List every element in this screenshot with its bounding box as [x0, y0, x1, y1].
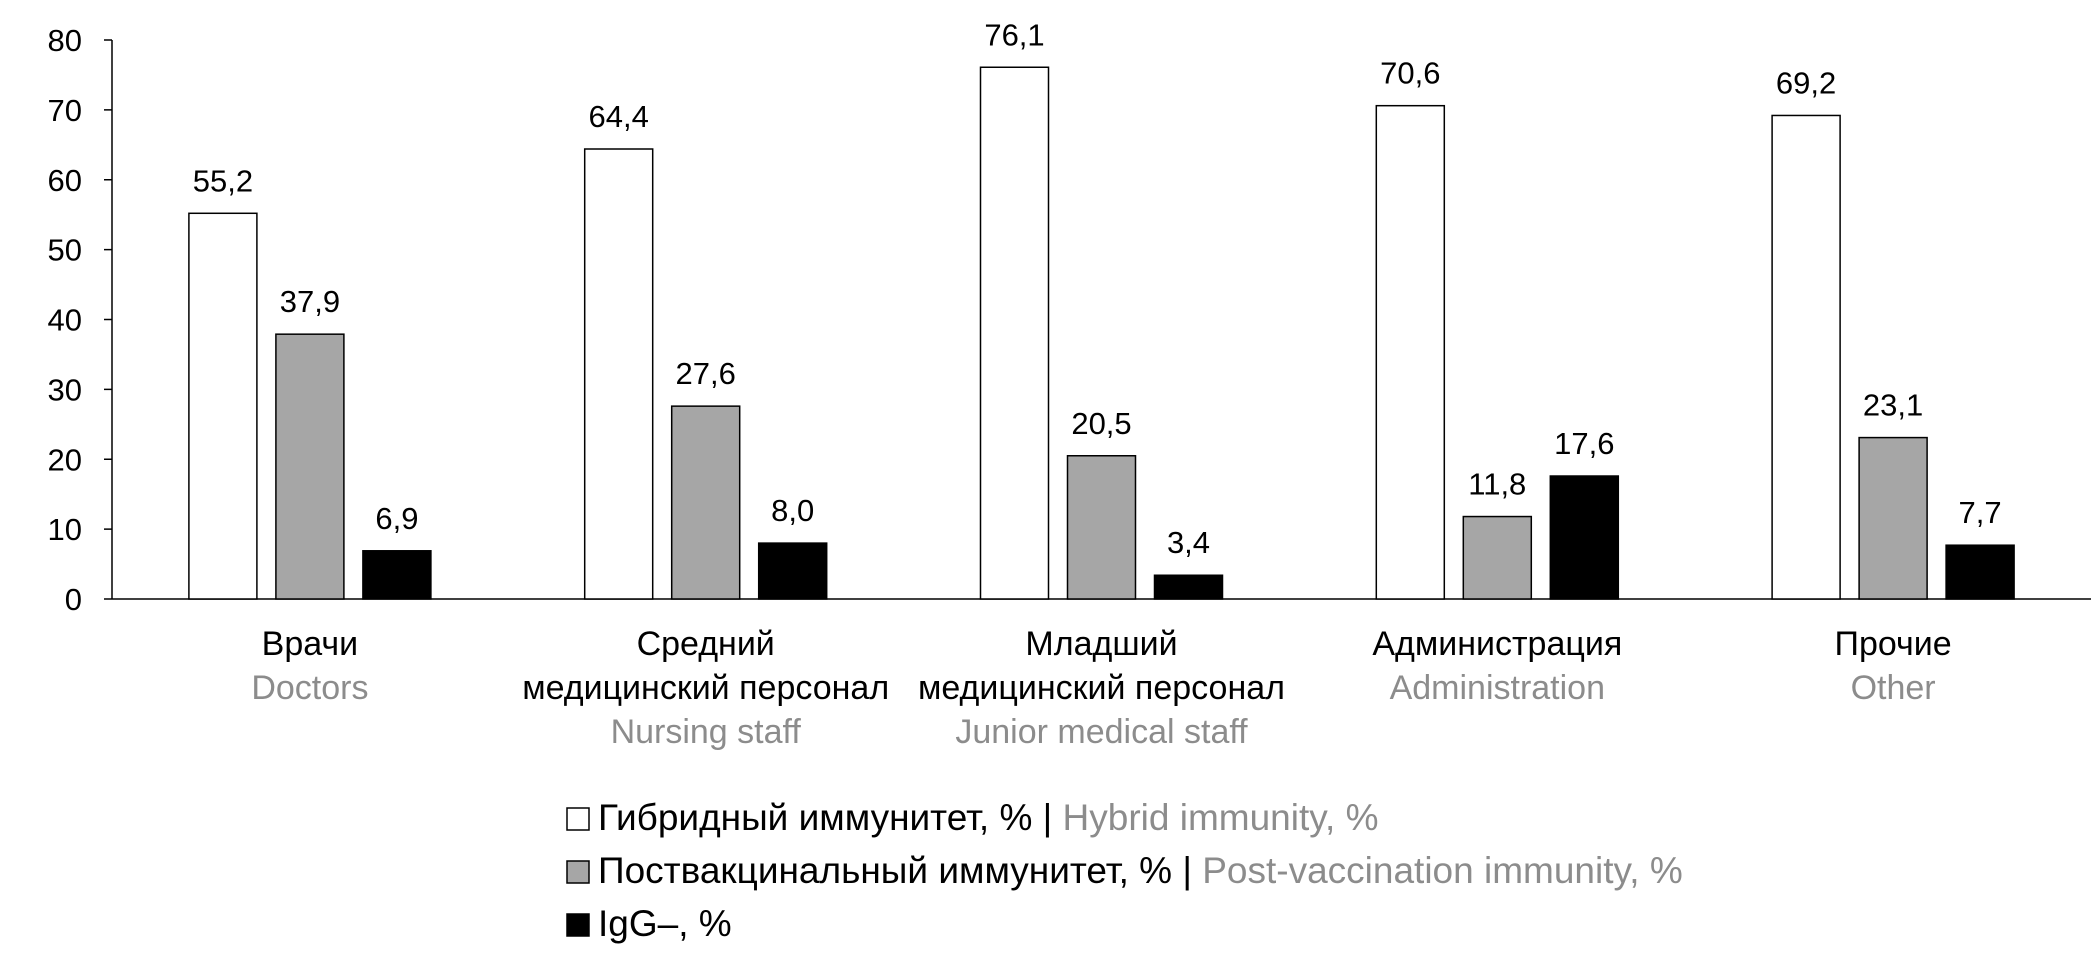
legend-separator: | [1172, 850, 1202, 891]
category-label-en: Administration [1390, 669, 1605, 707]
bar [1945, 544, 2015, 600]
data-label: 20,5 [1071, 406, 1131, 441]
category-label: Младший [1025, 625, 1177, 663]
data-label: 55,2 [193, 163, 253, 198]
data-label: 6,9 [375, 501, 418, 536]
bar [362, 550, 432, 600]
legend-swatch [566, 807, 590, 831]
data-label: 76,1 [984, 17, 1044, 52]
data-label: 17,6 [1554, 426, 1614, 461]
data-label: 64,4 [589, 99, 649, 134]
data-label: 11,8 [1468, 467, 1526, 502]
bar [583, 148, 654, 600]
data-label: 23,1 [1863, 388, 1923, 423]
bar [1858, 436, 1928, 600]
y-tick-label: 20 [48, 442, 82, 477]
data-label: 7,7 [1959, 495, 2002, 530]
y-tick-label: 50 [48, 233, 82, 268]
bar [670, 405, 741, 600]
bar [1462, 515, 1533, 600]
legend-separator: | [1032, 797, 1062, 838]
bar [979, 66, 1050, 600]
bar [1375, 104, 1446, 600]
bar [757, 542, 828, 600]
axis-layer: 0 10 20 30 40 50 60 70 80 [48, 23, 2091, 617]
legend-entry: Гибридный иммунитет, % | Hybrid immunity… [598, 797, 1378, 838]
category-label-en: Doctors [251, 669, 368, 707]
y-tick-label: 70 [48, 93, 82, 128]
legend-name: Поствакцинальный иммунитет, % [598, 850, 1172, 891]
data-label: 69,2 [1776, 65, 1836, 100]
legend-swatch [566, 913, 590, 937]
legend-name-en: Hybrid immunity, % [1063, 797, 1379, 838]
bar [1153, 574, 1224, 600]
data-label: 8,0 [771, 493, 814, 528]
bar [188, 212, 258, 600]
data-label: 70,6 [1380, 56, 1440, 91]
bar [1066, 455, 1137, 600]
legend-name: Гибридный иммунитет, % [598, 797, 1032, 838]
y-tick-label: 0 [65, 582, 82, 617]
legend: Гибридный иммунитет, % | Hybrid immunity… [566, 797, 1683, 944]
bar [1549, 475, 1620, 600]
category-label-en: Nursing staff [611, 713, 802, 751]
category-label-en: Junior medical staff [955, 713, 1248, 751]
data-label: 3,4 [1167, 525, 1210, 560]
category-label-en: Other [1851, 669, 1936, 707]
bars-layer [188, 66, 2015, 600]
category-label: медицинский персонал [522, 669, 889, 707]
y-tick-label: 40 [48, 303, 82, 338]
data-labels-layer: 55,2 37,9 6,9 64,4 27,6 8,0 76,1 20,5 3,4 70,6 11,… [193, 17, 2002, 560]
bar [1771, 114, 1841, 600]
y-tick-label: 30 [48, 372, 82, 407]
legend-name: IgG–, % [598, 903, 732, 944]
legend-entry: Поствакцинальный иммунитет, % | Post-vac… [598, 850, 1683, 891]
category-labels-layer: Врачи Doctors Средний медицинский персонал N… [251, 625, 1951, 751]
data-label: 37,9 [280, 284, 340, 319]
category-label: Администрация [1372, 625, 1622, 663]
y-tick-label: 60 [48, 163, 82, 198]
category-label: Средний [637, 625, 775, 663]
category-label: Врачи [262, 625, 358, 663]
data-label: 27,6 [676, 356, 736, 391]
y-tick-label: 80 [48, 23, 82, 58]
legend-name-en: Post-vaccination immunity, % [1202, 850, 1682, 891]
legend-swatch [566, 860, 590, 884]
category-label: медицинский персонал [918, 669, 1285, 707]
legend-entry: IgG–, % [598, 903, 732, 944]
category-label: Прочие [1835, 625, 1952, 663]
bar [275, 333, 345, 600]
y-tick-label: 10 [48, 512, 82, 547]
